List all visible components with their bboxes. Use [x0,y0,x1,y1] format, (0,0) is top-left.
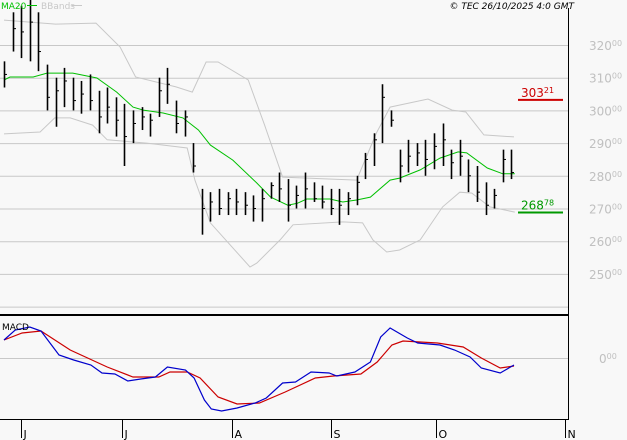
price-bar [184,110,188,137]
price-bar [485,182,489,216]
support-level-label: 26878 [521,198,554,212]
price-bar [287,179,291,222]
price-tick-label: 28000 [589,170,622,184]
copyright-timestamp: © TEC 26/10/2025 4:0 GMT [449,2,575,12]
time-tick-label: J [124,428,128,440]
price-bar [201,188,205,235]
price-bar [115,97,119,137]
bbands-legend-label: BBands [41,2,75,12]
bollinger-bands [3,19,515,268]
price-bar [20,5,24,59]
macd-tick-label: 000 [599,352,617,366]
bband-upper-line [3,19,515,181]
price-bar [390,110,394,127]
price-bar [227,192,231,216]
price-tick-label: 30000 [589,104,622,118]
price-tick-label: 25000 [589,268,622,282]
price-bar [476,165,480,202]
time-tick-label: S [334,428,341,440]
price-bar [295,185,299,209]
price-bars [3,0,514,235]
ma20-path [3,72,515,206]
price-bar [321,185,325,209]
price-bar [158,77,162,117]
price-bar [459,139,463,176]
price-bar [244,192,248,216]
price-bar [132,110,136,144]
price-axis: 32000 31000 30000 29000 28000 27000 26000 25000… [589,39,622,366]
price-tick-label: 32000 [589,39,622,53]
price-bar [98,90,102,134]
price-bar [252,195,256,222]
price-bar [261,188,265,222]
price-bar [166,67,170,104]
price-bar [493,188,497,209]
time-tick-label: J [23,428,27,440]
price-tick-label: 31000 [589,72,622,86]
price-bar [364,152,368,180]
macd-line [3,326,515,412]
price-bar [330,188,334,216]
price-bar [106,87,110,124]
ma20-line [3,72,515,206]
price-bar [407,139,411,173]
price-bar [175,100,179,134]
price-gridlines [0,45,568,359]
price-bar [37,12,41,72]
price-bar [149,113,153,137]
price-tick-label: 27000 [589,203,622,217]
macd-panel-title: MACD [2,323,29,333]
price-bar [72,77,76,111]
price-bar [55,77,59,127]
price-bar [373,133,377,166]
time-tick-label: A [235,428,243,440]
bband-lower-line [3,117,515,268]
time-tick-label: N [568,428,576,440]
price-bar [270,182,274,199]
price-bar [467,159,471,193]
resistance-level-label: 30321 [521,86,554,100]
price-bar [424,139,428,176]
price-bar [3,61,7,88]
price-bar [278,172,282,202]
price-bar [192,143,196,173]
price-bar [381,84,385,144]
price-bar [356,175,360,206]
price-bar [450,149,454,180]
macd-panel [3,326,515,412]
price-bar [123,103,127,166]
price-bar [347,192,351,216]
price-bar [416,143,420,166]
price-bar [510,149,514,180]
price-tick-label: 29000 [589,137,622,151]
price-bar [141,107,145,131]
price-levels: 30321 26878 [518,86,563,214]
price-bar [80,80,84,114]
price-bar [338,188,342,225]
price-bar [502,149,506,183]
price-bar [313,182,317,202]
price-bar [63,67,67,108]
price-bar [235,188,239,216]
price-bar [304,172,308,209]
price-bar [89,74,93,111]
price-bar [399,149,403,183]
price-bar [442,123,446,166]
time-tick-label: O [439,428,448,440]
price-bar [433,133,437,170]
price-bar [12,12,16,52]
price-bar [209,192,213,222]
ma20-legend-label: MA20 [1,2,27,12]
price-tick-label: 26000 [589,235,622,249]
price-bar [218,188,222,216]
price-bar [29,0,33,62]
macd-signal-line [3,330,515,405]
price-bar [46,64,50,111]
